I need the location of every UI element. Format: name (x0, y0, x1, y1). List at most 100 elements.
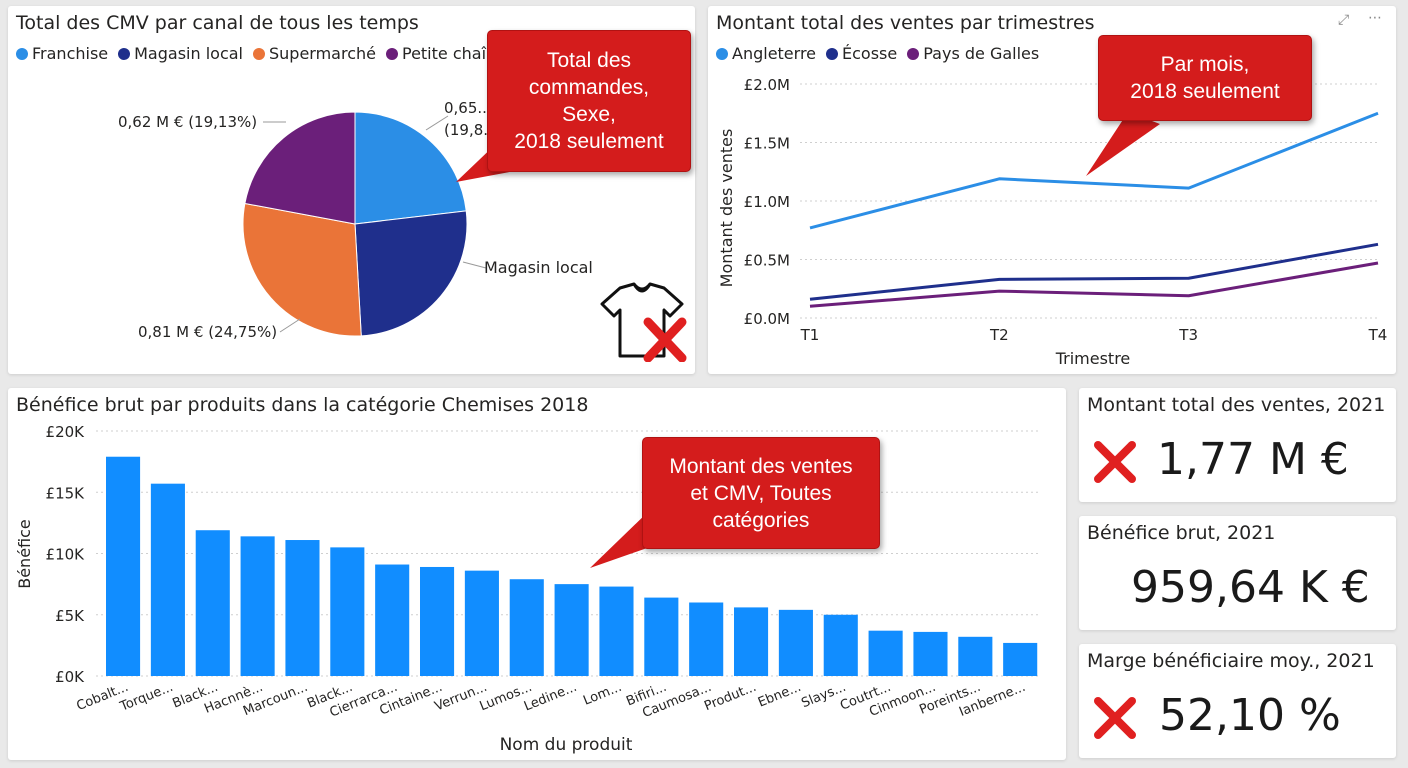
bar-7[interactable] (420, 566, 455, 676)
more-options-icon[interactable]: ⋯ (1368, 10, 1382, 26)
kpi-card-profit-margin: Marge bénéficiaire moy., 2021 52,10 % (1079, 644, 1396, 758)
bar-4[interactable] (285, 540, 320, 676)
legend-item-angleterre[interactable]: Angleterre (716, 44, 816, 63)
legend-item-supermarche[interactable]: Supermarché (252, 44, 376, 63)
bar-17[interactable] (868, 630, 903, 676)
bar-14[interactable] (734, 607, 769, 676)
series-line-1[interactable] (809, 242, 1379, 301)
bar-6[interactable] (375, 564, 410, 676)
legend-dot (385, 47, 398, 60)
legend-dot (16, 47, 28, 60)
kpi-value: 959,64 K € (1131, 562, 1370, 613)
bar-0[interactable] (106, 456, 141, 676)
kpi-card-total-sales: Montant total des ventes, 2021 1,77 M € (1079, 388, 1396, 502)
bar-11[interactable] (599, 586, 634, 676)
callout-box: Par mois, 2018 seulement (1098, 35, 1312, 121)
pie-label-left-top: 0,62 M € (19,13%) (118, 113, 257, 131)
pie-slice-1[interactable] (354, 210, 468, 337)
red-x-icon (1094, 697, 1136, 739)
callout-line: 2018 seulement (514, 130, 664, 153)
bar-y-axis-label: Bénéfice (15, 519, 34, 589)
y-tick-label: £0.0M (744, 310, 790, 328)
pie-legend: Franchise Magasin local Supermarché Peti… (16, 44, 526, 63)
expand-icon[interactable]: ⤢ (1338, 12, 1350, 28)
bar-chart-card: Bénéfice brut par produits dans la catég… (8, 388, 1066, 760)
bar-chart-title: Bénéfice brut par produits dans la catég… (16, 394, 589, 416)
legend-label: Magasin local (134, 44, 243, 63)
bar-10[interactable] (554, 584, 589, 676)
legend-label: Franchise (32, 44, 109, 63)
legend-dot (118, 47, 131, 60)
kpi-value: 52,10 % (1159, 690, 1341, 741)
bar-1[interactable] (150, 483, 185, 676)
x-tick-label: Produt... (702, 680, 758, 714)
legend-label: Angleterre (732, 44, 817, 63)
x-tick-label: T1 (800, 326, 820, 344)
pie-chart-title: Total des CMV par canal de tous les temp… (16, 12, 419, 34)
leader-line (279, 318, 301, 333)
x-tick-label: T2 (989, 326, 1009, 344)
y-tick-label: £0.5M (744, 252, 790, 270)
kpi-card-gross-profit: Bénéfice brut, 2021 959,64 K € (1079, 516, 1396, 630)
pie-slice-0[interactable] (354, 111, 467, 225)
bar-5[interactable] (330, 547, 365, 676)
line-legend: Angleterre Écosse Pays de Galles (716, 44, 1039, 63)
callout-box: Total des commandes, Sexe, 2018 seulemen… (487, 30, 691, 172)
legend-item-ecosse[interactable]: Écosse (826, 44, 897, 63)
legend-label: Écosse (842, 44, 898, 63)
series-line-0[interactable] (809, 111, 1379, 230)
y-tick-label: £10K (46, 546, 86, 564)
y-tick-label: £2.0M (744, 76, 790, 94)
bar-20[interactable] (1003, 642, 1038, 676)
tshirt-icon (600, 282, 687, 362)
y-tick-label: £0K (55, 668, 85, 686)
y-tick-label: £5K (55, 607, 85, 625)
pie-slice-2[interactable] (242, 202, 362, 337)
legend-label: Supermarché (268, 44, 376, 63)
bar-9[interactable] (509, 579, 544, 676)
bar-x-axis-label: Nom du produit (500, 735, 633, 755)
line-chart: £0.0M £0.5M £1.0M £1.5M £2.0M T1 T2 T3 T4 Monta… (717, 76, 1388, 368)
legend-label: Pays de Galles (923, 44, 1040, 63)
leader-line (425, 115, 449, 131)
callout-box: Montant des ventes et CMV, Toutes catégo… (642, 437, 880, 549)
bar-12[interactable] (644, 597, 679, 676)
x-tick-label: Lom... (581, 680, 624, 709)
pie-label-right-mid: Magasin local (484, 258, 593, 277)
callout-line: et CMV, Toutes (690, 481, 832, 505)
line-x-axis-label: Trimestre (1055, 349, 1131, 368)
bar-13[interactable] (689, 602, 724, 677)
callout-line: Montant des ventes (669, 454, 853, 478)
legend-dot (907, 47, 920, 60)
legend-item-franchise[interactable]: Franchise (16, 44, 108, 63)
bar-19[interactable] (958, 636, 993, 676)
kpi-value: 1,77 M € (1157, 434, 1349, 485)
bar-15[interactable] (778, 609, 813, 676)
pie-label-right-top-2: (19,8... (444, 121, 498, 139)
callout-line: Sexe, (562, 103, 616, 126)
legend-dot (252, 47, 265, 60)
legend-item-magasin-local[interactable]: Magasin local (118, 44, 243, 63)
x-tick-label: Ebne... (756, 680, 803, 711)
callout-line: Total des (546, 49, 632, 72)
callout-line: catégories (712, 508, 810, 532)
y-tick-label: £20K (46, 423, 86, 441)
kpi-title: Bénéfice brut, 2021 (1087, 522, 1276, 544)
bar-8[interactable] (464, 570, 499, 676)
line-y-axis-label: Montant des ventes (717, 129, 736, 288)
bar-18[interactable] (913, 631, 948, 676)
leader-line (462, 261, 487, 269)
line-chart-title: Montant total des ventes par trimestres (716, 12, 1095, 34)
bar-3[interactable] (240, 536, 275, 676)
bar-16[interactable] (823, 614, 858, 676)
bar-2[interactable] (195, 530, 230, 676)
legend-item-pays-de-galles[interactable]: Pays de Galles (907, 44, 1039, 63)
pie-label-right-top: 0,65... (444, 99, 492, 117)
x-tick-label: T4 (1368, 326, 1388, 344)
pie-slice-3[interactable] (244, 111, 356, 225)
callout-line: commandes, (528, 76, 650, 99)
legend-dot (826, 47, 839, 60)
legend-dot (716, 47, 728, 60)
series-line-2[interactable] (809, 261, 1379, 308)
kpi-title: Marge bénéficiaire moy., 2021 (1087, 650, 1375, 672)
